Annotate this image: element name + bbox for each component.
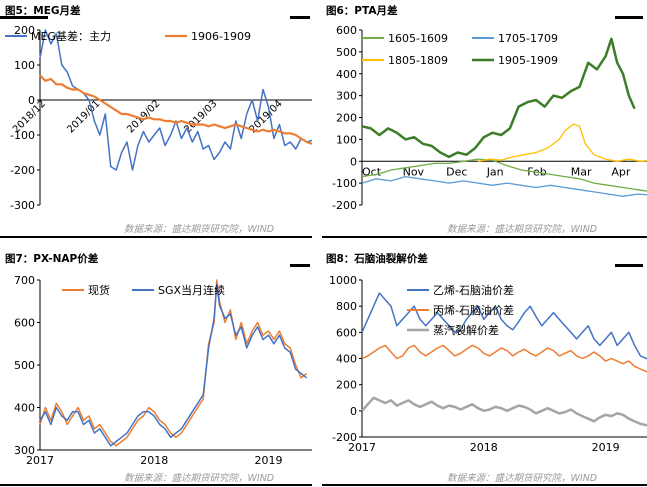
- y-tick-label: 800: [336, 300, 357, 313]
- data-source: 数据来源：盛达期货研究院，WIND: [447, 224, 598, 235]
- x-tick-label: Oct: [362, 165, 382, 178]
- series-line: [477, 123, 647, 162]
- y-tick-label: 500: [336, 46, 357, 59]
- x-tick-label: 2019/02: [125, 98, 162, 135]
- section-rule: [0, 236, 312, 238]
- legend-label: 丙烯-石脑油价差: [433, 303, 514, 317]
- x-tick-label: 2017: [26, 454, 54, 467]
- x-tick-label: 2018: [140, 454, 168, 467]
- y-tick-label: 600: [336, 24, 357, 37]
- section-rule: [0, 484, 312, 486]
- legend-label: MEG基差：主力: [31, 29, 111, 43]
- x-tick-label: Dec: [446, 165, 467, 178]
- series-line: [361, 175, 647, 197]
- series-line: [361, 396, 647, 427]
- y-tick-label: 700: [14, 274, 35, 287]
- y-tick-label: 200: [336, 379, 357, 392]
- series-line: [361, 37, 636, 159]
- title-rule: [0, 16, 48, 19]
- chart-naphtha-crack: -200 0 200 400 600 800 1000 2017 2018 2019 乙烯-石脑油价…: [329, 274, 647, 454]
- data-source: 数据来源：盛达期货研究院，WIND: [124, 473, 275, 484]
- x-tick-label: 2019: [254, 454, 282, 467]
- y-tick-label: 0: [28, 94, 35, 107]
- y-tick-label: 600: [14, 317, 35, 330]
- y-tick-label: 0: [350, 405, 357, 418]
- x-tick-label: Apr: [611, 165, 631, 178]
- x-tick-label: 2019/01: [65, 98, 102, 135]
- y-tick-label: -300: [10, 199, 35, 212]
- x-tick-label: 2017: [348, 441, 376, 454]
- legend-label: 1805-1809: [388, 54, 448, 67]
- data-source: 数据来源：盛达期货研究院，WIND: [447, 473, 598, 484]
- legend-label: 1605-1609: [388, 32, 448, 45]
- legend-label: 蒸汽裂解价差: [433, 323, 499, 337]
- y-tick-label: -200: [332, 199, 357, 212]
- series-line: [361, 158, 647, 192]
- x-tick-label: Mar: [571, 165, 592, 178]
- data-source: 数据来源：盛达期货研究院，WIND: [124, 224, 275, 235]
- series-line: [39, 29, 313, 171]
- series-line: [39, 74, 313, 145]
- y-tick-label: -200: [332, 431, 357, 444]
- y-tick-label: 100: [336, 133, 357, 146]
- chart-title-px-nap: 图7：PX-NAP价差: [5, 253, 99, 265]
- y-tick-label: 1000: [329, 274, 357, 287]
- title-rule: [290, 16, 310, 19]
- chart-title-pta: 图6：PTA月差: [326, 5, 398, 17]
- y-tick-label: -100: [332, 177, 357, 190]
- title-rule: [615, 264, 643, 267]
- legend-label: 1906-1909: [191, 30, 251, 43]
- chart-px-nap: 300 400 500 600 700 2017 2018 2019 现货 SGX当月连续: [14, 274, 312, 467]
- x-tick-label: 2018: [470, 441, 498, 454]
- x-tick-label: Nov: [403, 165, 425, 178]
- section-rule: [322, 236, 647, 238]
- y-tick-label: 300: [336, 90, 357, 103]
- series-line: [39, 283, 308, 447]
- legend-label: 现货: [88, 283, 110, 297]
- y-tick-label: 200: [14, 24, 35, 37]
- legend-label: 1905-1909: [498, 54, 558, 67]
- title-rule: [290, 264, 310, 267]
- chart-title-meg: 图5：MEG月差: [5, 5, 81, 17]
- series-line: [361, 344, 647, 373]
- legend-label: 乙烯-石脑油价差: [433, 283, 514, 297]
- series-line: [39, 279, 308, 447]
- title-rule: [615, 16, 643, 19]
- y-tick-label: 300: [14, 444, 35, 457]
- x-tick-label: 2019: [592, 441, 620, 454]
- y-tick-label: 400: [336, 68, 357, 81]
- y-tick-label: 100: [14, 59, 35, 72]
- y-tick-label: 600: [336, 326, 357, 339]
- chart-title-naphtha: 图8：石脑油裂解价差: [326, 253, 428, 265]
- y-tick-label: 400: [336, 353, 357, 366]
- y-tick-label: -200: [10, 164, 35, 177]
- y-tick-label: 0: [350, 155, 357, 168]
- y-tick-label: 400: [14, 402, 35, 415]
- x-tick-label: Jan: [486, 165, 504, 178]
- y-tick-label: -100: [10, 129, 35, 142]
- y-tick-label: 200: [336, 112, 357, 125]
- y-tick-label: 500: [14, 359, 35, 372]
- legend-label: SGX当月连续: [158, 283, 225, 297]
- section-rule: [322, 484, 647, 486]
- legend-label: 1705-1709: [498, 32, 558, 45]
